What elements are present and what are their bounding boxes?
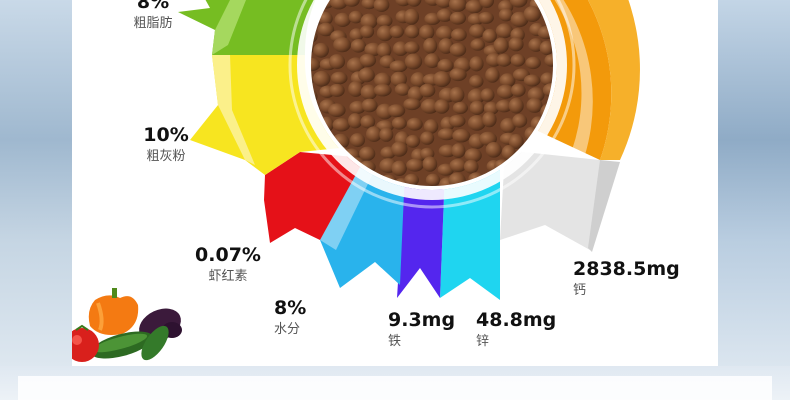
nutrient-value: 9.3mg <box>388 311 464 330</box>
kibble-piece <box>329 84 345 97</box>
kibble-piece <box>485 67 499 82</box>
kibble-piece <box>486 142 502 158</box>
kibble-piece <box>420 131 434 144</box>
kibble-piece <box>524 6 541 22</box>
kibble-piece <box>469 56 483 71</box>
nutrient-name: 钙 <box>573 284 693 297</box>
kibble-piece <box>436 26 454 41</box>
kibble-piece <box>406 159 424 172</box>
nutrient-label-crude-ash: 10% 粗灰粉 <box>136 126 196 163</box>
kibble-piece <box>481 88 495 101</box>
nutrient-name: 粗脂肪 <box>128 17 178 30</box>
kibble-piece <box>527 98 543 113</box>
kibble-piece <box>313 71 330 87</box>
nutrient-name: 锌 <box>476 335 566 348</box>
kibble-piece <box>511 84 526 97</box>
kibble-piece <box>419 84 435 98</box>
kibble-piece <box>392 117 407 130</box>
kibble-piece <box>390 60 408 72</box>
kibble-piece <box>358 68 375 83</box>
kibble-piece <box>404 41 420 53</box>
kibble-piece <box>387 104 405 117</box>
kibble-piece <box>333 118 351 131</box>
kibble-piece <box>511 54 526 67</box>
kibble-piece <box>423 38 437 54</box>
kibble-piece <box>351 39 366 53</box>
kibble-piece <box>512 114 527 128</box>
kibble-piece <box>453 102 468 114</box>
kibble-piece <box>524 75 541 87</box>
nutrient-value: 2838.5mg <box>573 260 693 279</box>
kibble-piece <box>449 115 466 127</box>
kibble-piece <box>450 68 467 81</box>
kibble-piece <box>331 72 348 85</box>
kibble-piece <box>390 26 404 39</box>
kibble-piece <box>360 25 374 38</box>
kibble-piece <box>419 25 434 40</box>
kibble-piece <box>360 54 377 67</box>
kibble-piece <box>391 142 407 157</box>
kibble-piece <box>405 25 419 38</box>
kibble-piece <box>403 98 420 110</box>
nutrient-value: 8% <box>274 299 334 318</box>
kibble-piece <box>469 75 483 88</box>
kibble-piece <box>426 174 440 187</box>
kibble-piece <box>470 101 485 115</box>
kibble-piece <box>350 133 365 147</box>
kibble-piece <box>496 23 513 38</box>
nutrient-name: 虾红素 <box>190 270 266 283</box>
nutrient-name: 铁 <box>388 335 464 348</box>
kibble-piece <box>482 112 496 128</box>
kibble-piece <box>483 29 497 43</box>
kibble-piece <box>449 87 464 103</box>
kibble-piece <box>405 54 422 70</box>
kibble-piece <box>392 161 407 176</box>
nutrient-name: 粗灰粉 <box>136 150 196 163</box>
kibble-piece <box>450 12 466 25</box>
kibble-piece <box>406 135 420 148</box>
kibble-piece <box>379 127 393 141</box>
kibble-piece <box>451 143 465 158</box>
kibble-piece <box>470 39 485 51</box>
kibble-piece <box>362 99 378 113</box>
kibble-piece <box>374 84 392 96</box>
kibble-piece <box>348 81 363 97</box>
kibble-piece <box>526 57 541 69</box>
kibble-piece <box>509 98 524 114</box>
nutrient-value: 8% <box>128 0 178 12</box>
nutrient-label-astaxanthin: 0.07% 虾红素 <box>190 246 266 283</box>
kibble-piece <box>434 99 449 113</box>
kibble-piece <box>464 160 479 174</box>
kibble-piece <box>423 156 438 171</box>
nutrient-value: 10% <box>136 126 196 145</box>
vegetables-image <box>65 288 186 365</box>
kibble-piece <box>329 54 345 69</box>
kibble-piece <box>404 9 419 25</box>
kibble-piece <box>437 59 453 72</box>
kibble-piece <box>509 37 524 51</box>
nutrient-value: 48.8mg <box>476 311 566 330</box>
nutrient-name: 水分 <box>274 323 334 336</box>
nutrient-label-calcium: 2838.5mg 钙 <box>573 260 693 297</box>
kibble-piece <box>494 38 509 54</box>
kibble-piece <box>328 103 346 117</box>
kibble-piece <box>478 12 494 24</box>
nutrient-label-crude-fat: 8% 粗脂肪 <box>128 0 178 30</box>
nutrient-value: 0.07% <box>190 246 266 265</box>
nutrient-label-moisture: 8% 水分 <box>274 299 334 336</box>
kibble-piece <box>377 15 393 27</box>
kibble-piece <box>433 71 451 87</box>
kibble-piece <box>313 43 329 58</box>
nutrient-label-iron: 9.3mg 铁 <box>388 311 464 348</box>
kibble-piece <box>452 129 470 142</box>
kibble-piece <box>496 54 511 67</box>
nutrient-label-zinc: 48.8mg 锌 <box>476 311 566 348</box>
kibble-piece <box>335 13 351 27</box>
kibble-piece <box>450 43 467 57</box>
kibble-piece <box>451 28 467 41</box>
kibble-piece <box>333 37 351 52</box>
kibble-piece <box>407 118 423 131</box>
kibble-piece <box>348 113 362 128</box>
